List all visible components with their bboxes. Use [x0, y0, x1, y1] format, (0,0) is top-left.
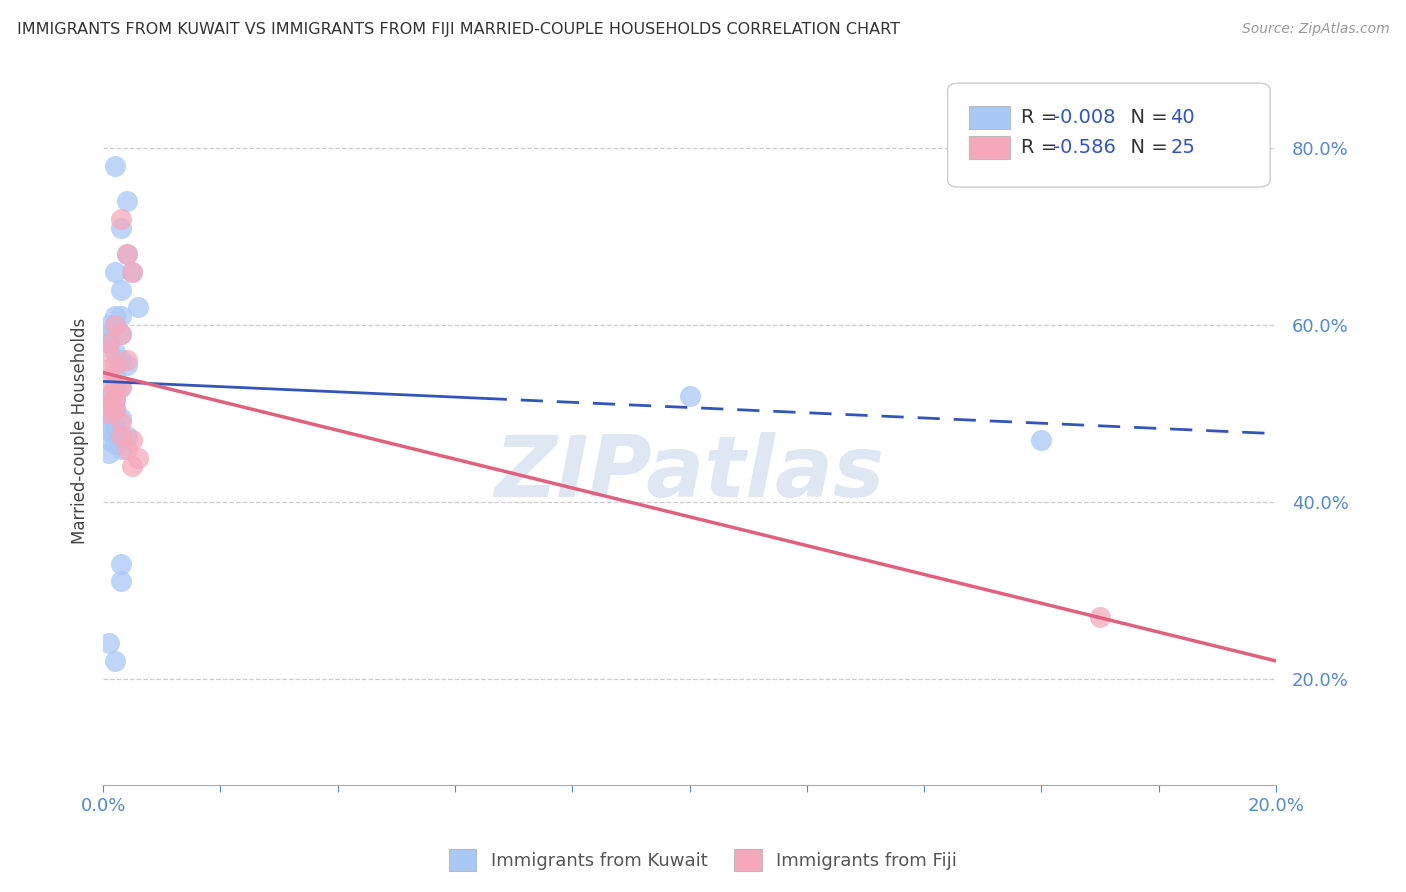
- Point: [98, 398, 121, 412]
- Point: [127, 301, 149, 315]
- Point: [678, 389, 700, 403]
- Point: [115, 358, 138, 372]
- Point: [104, 654, 127, 668]
- Point: [115, 428, 138, 442]
- Text: N =: N =: [1118, 108, 1174, 128]
- Point: [104, 419, 127, 434]
- Point: [121, 265, 143, 279]
- Point: [1088, 609, 1111, 624]
- Point: [98, 389, 121, 403]
- Point: [110, 410, 132, 425]
- Point: [110, 283, 132, 297]
- Point: [98, 344, 121, 359]
- Point: [110, 415, 132, 429]
- Point: [104, 159, 127, 173]
- Point: [104, 380, 127, 394]
- Text: 25: 25: [1170, 138, 1195, 157]
- Point: [98, 415, 121, 429]
- Point: [98, 362, 121, 376]
- Point: [127, 450, 149, 465]
- Point: [98, 636, 121, 650]
- Point: [110, 574, 132, 589]
- Point: [115, 247, 138, 261]
- Point: [104, 358, 127, 372]
- Point: [110, 428, 132, 442]
- Text: IMMIGRANTS FROM KUWAIT VS IMMIGRANTS FROM FIJI MARRIED-COUPLE HOUSEHOLDS CORRELA: IMMIGRANTS FROM KUWAIT VS IMMIGRANTS FRO…: [17, 22, 900, 37]
- FancyBboxPatch shape: [969, 106, 1010, 129]
- Point: [104, 265, 127, 279]
- Point: [104, 367, 127, 381]
- Point: [110, 211, 132, 226]
- Point: [104, 318, 127, 332]
- Point: [98, 406, 121, 420]
- Point: [98, 335, 121, 350]
- Point: [98, 433, 121, 447]
- Point: [110, 380, 132, 394]
- Point: [110, 220, 132, 235]
- Point: [121, 459, 143, 474]
- Point: [104, 402, 127, 417]
- Point: [121, 265, 143, 279]
- Y-axis label: Married-couple Households: Married-couple Households: [72, 318, 89, 544]
- Point: [104, 437, 127, 451]
- Point: [104, 402, 127, 417]
- Point: [98, 398, 121, 412]
- Point: [121, 433, 143, 447]
- Point: [98, 424, 121, 438]
- Text: R =: R =: [1022, 138, 1064, 157]
- Text: -0.008: -0.008: [1053, 108, 1115, 128]
- Point: [104, 309, 127, 323]
- Point: [98, 326, 121, 341]
- Point: [98, 371, 121, 385]
- Point: [110, 353, 132, 368]
- Point: [110, 326, 132, 341]
- Point: [115, 247, 138, 261]
- Point: [110, 442, 132, 456]
- Point: [115, 442, 138, 456]
- Text: Source: ZipAtlas.com: Source: ZipAtlas.com: [1241, 22, 1389, 37]
- Text: -0.586: -0.586: [1053, 138, 1116, 157]
- Point: [1031, 433, 1053, 447]
- Point: [104, 393, 127, 408]
- Point: [98, 335, 121, 350]
- Point: [110, 326, 132, 341]
- Point: [104, 318, 127, 332]
- FancyBboxPatch shape: [969, 136, 1010, 159]
- Legend: Immigrants from Kuwait, Immigrants from Fiji: Immigrants from Kuwait, Immigrants from …: [441, 842, 965, 879]
- Point: [98, 389, 121, 403]
- Point: [98, 318, 121, 332]
- Text: 40: 40: [1170, 108, 1195, 128]
- Point: [98, 406, 121, 420]
- Point: [115, 353, 138, 368]
- Point: [110, 309, 132, 323]
- Point: [110, 380, 132, 394]
- Text: ZIPatlas: ZIPatlas: [495, 432, 884, 515]
- Point: [115, 194, 138, 209]
- Text: N =: N =: [1118, 138, 1174, 157]
- Point: [104, 393, 127, 408]
- Point: [98, 446, 121, 460]
- FancyBboxPatch shape: [948, 83, 1270, 187]
- Text: R =: R =: [1022, 108, 1064, 128]
- Point: [110, 557, 132, 571]
- Point: [104, 344, 127, 359]
